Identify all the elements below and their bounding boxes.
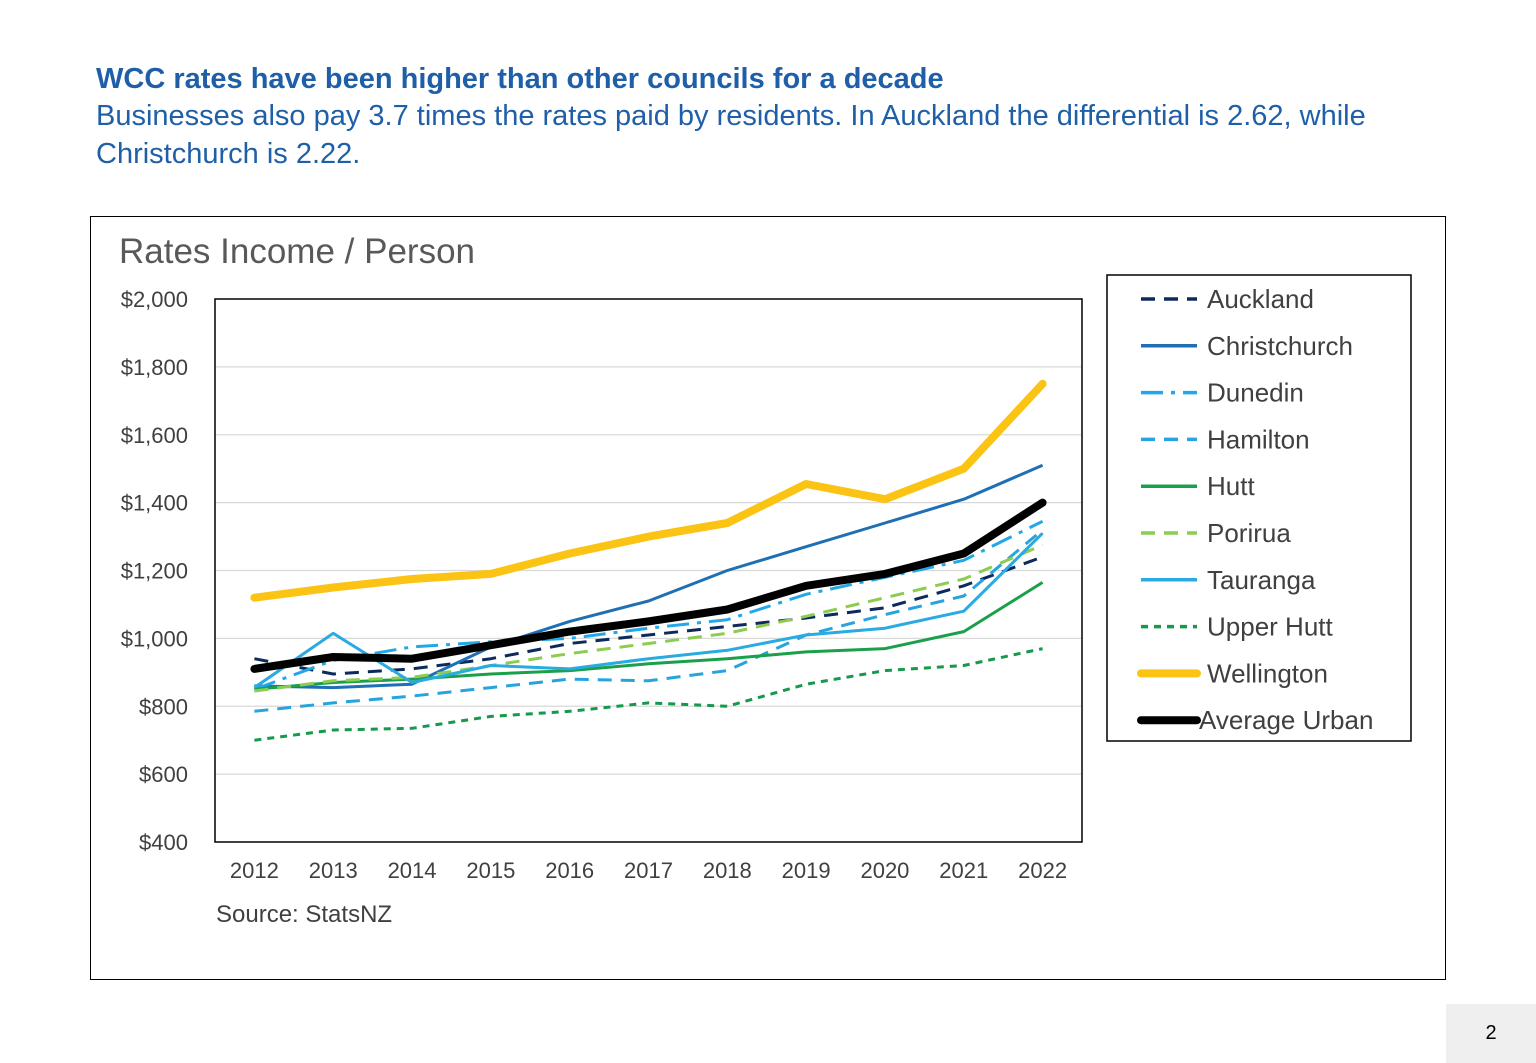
chart-source-note: Source: StatsNZ: [216, 901, 392, 928]
legend-label-porirua: Porirua: [1207, 518, 1291, 548]
y-axis-ticks: $400 $600 $800 $1,000 $1,200 $1,400 $1,600 $1,8…: [121, 287, 188, 855]
plot-area-border: [214, 298, 1083, 843]
y-tick-label: $1,000: [121, 626, 188, 651]
series-lines: [250, 379, 1047, 742]
legend-label-auckland: Auckland: [1207, 284, 1314, 314]
y-tick-label: $1,400: [121, 491, 188, 516]
x-axis-ticks: 2012 2013 2014 2015 2016 2017 2018 2019 2020 2021…: [230, 858, 1067, 883]
y-tick-label: $600: [139, 762, 188, 787]
legend-label-average-urban: Average Urban: [1199, 705, 1373, 735]
x-tick-label: 2018: [703, 858, 752, 883]
x-tick-label: 2021: [939, 858, 988, 883]
series-line-hutt: [254, 581, 1044, 691]
legend-label-tauranga: Tauranga: [1207, 565, 1316, 595]
slide-subheadline: Businesses also pay 3.7 times the rates …: [96, 100, 1366, 170]
chart-frame: Rates Income / Person $400 $600 $800 $1,000…: [90, 216, 1446, 980]
rates-line-chart: Rates Income / Person $400 $600 $800 $1,000…: [119, 232, 1412, 928]
legend-label-wellington: Wellington: [1207, 658, 1328, 688]
page-number-tab: [1446, 1004, 1536, 1063]
x-tick-label: 2020: [860, 858, 909, 883]
legend-label-hutt: Hutt: [1207, 471, 1255, 501]
x-tick-label: 2012: [230, 858, 279, 883]
series-line-porirua: [254, 543, 1044, 693]
x-tick-label: 2017: [624, 858, 673, 883]
y-tick-label: $1,600: [121, 423, 188, 448]
y-tick-label: $1,800: [121, 355, 188, 380]
series-line-wellington: [250, 379, 1047, 602]
page-number: 2: [1485, 1022, 1497, 1044]
series-line-christchurch: [254, 463, 1044, 690]
series-line-auckland: [254, 555, 1044, 676]
series-line-dunedin: [253, 519, 1044, 691]
x-tick-label: 2016: [545, 858, 594, 883]
legend-label-upper-hutt: Upper Hutt: [1207, 612, 1333, 642]
series-line-upper-hutt: [254, 647, 1043, 742]
x-tick-label: 2022: [1018, 858, 1067, 883]
slide-headline: WCC rates have been higher than other co…: [96, 63, 944, 95]
legend-box: [1106, 274, 1412, 742]
x-tick-label: 2014: [388, 858, 437, 883]
series-line-average-urban: [250, 498, 1047, 673]
y-tick-label: $1,200: [121, 559, 188, 584]
chart-title: Rates Income / Person: [119, 232, 475, 271]
series-line-tauranga: [253, 532, 1044, 689]
x-tick-label: 2019: [782, 858, 831, 883]
series-line-hamilton: [254, 528, 1044, 713]
legend-label-hamilton: Hamilton: [1207, 424, 1310, 454]
legend-label-christchurch: Christchurch: [1207, 331, 1353, 361]
x-tick-label: 2013: [309, 858, 358, 883]
legend-label-dunedin: Dunedin: [1207, 378, 1304, 408]
y-tick-label: $2,000: [121, 287, 188, 312]
gridlines: [215, 366, 1082, 775]
y-tick-label: $800: [139, 694, 188, 719]
x-tick-label: 2015: [466, 858, 515, 883]
chart-legend: Auckland Christchurch Dunedin Hamilton Hutt P…: [1106, 274, 1412, 742]
y-tick-label: $400: [139, 830, 188, 855]
